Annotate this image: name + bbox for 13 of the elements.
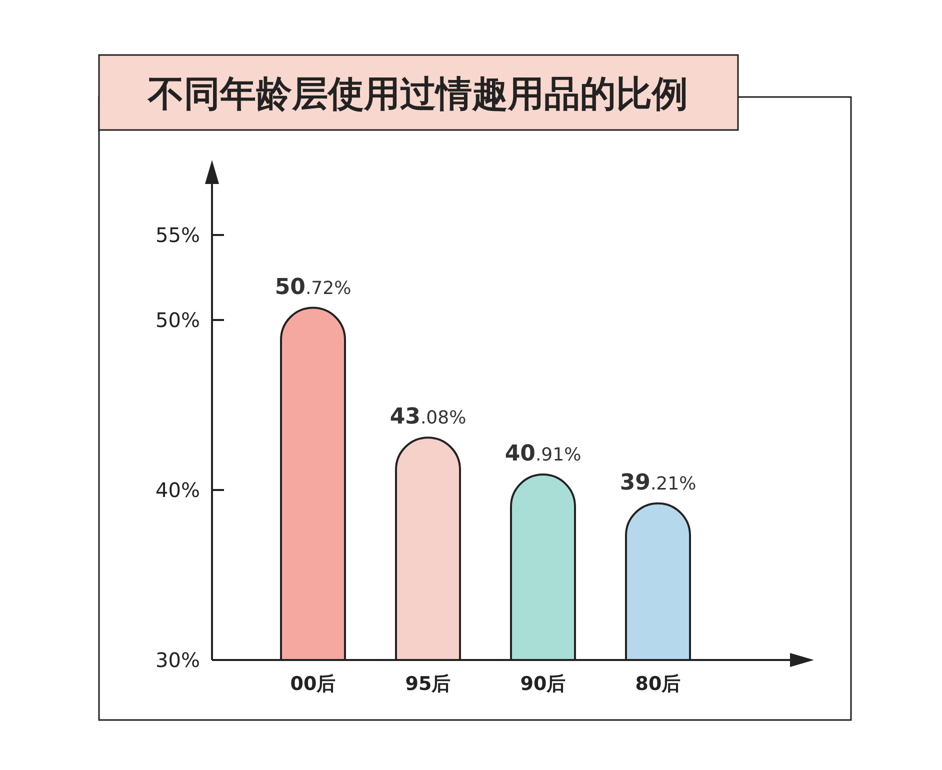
data-label: 39.21% bbox=[620, 470, 696, 496]
x-tick-label: 00后 bbox=[290, 673, 336, 695]
y-tick-label: 55% bbox=[156, 223, 200, 247]
data-label: 50.72% bbox=[274, 274, 352, 300]
y-tick-label: 50% bbox=[156, 308, 200, 332]
x-tick-label: 95后 bbox=[405, 673, 451, 695]
data-label: 43.08% bbox=[390, 404, 466, 430]
y-tick-label: 40% bbox=[156, 478, 200, 502]
data-label: 40.91% bbox=[504, 442, 582, 467]
x-tick-label: 80后 bbox=[635, 673, 681, 695]
chart-title: 不同年龄层使用过情趣用品的比例 bbox=[147, 74, 688, 115]
x-tick-label: 90后 bbox=[520, 673, 566, 695]
y-tick-label: 30% bbox=[156, 648, 200, 672]
